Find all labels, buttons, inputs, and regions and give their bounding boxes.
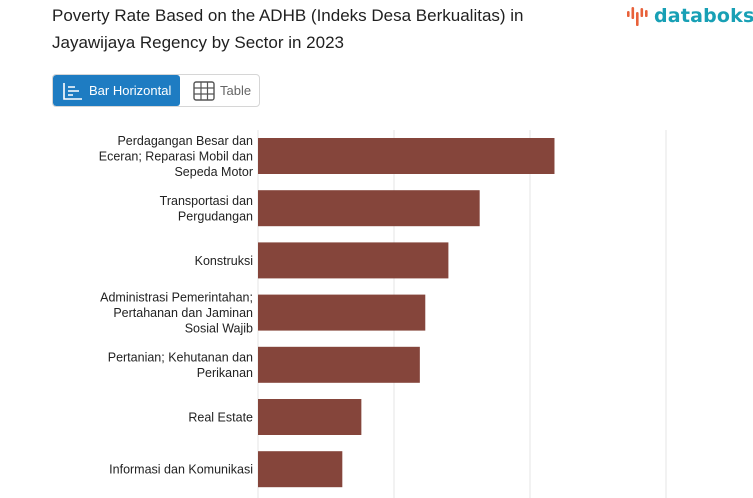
bar-3 xyxy=(258,242,449,279)
bar-chart-icon xyxy=(63,82,82,100)
databoks-logo-icon xyxy=(627,7,648,26)
category-label-6-line-1: Real Estate xyxy=(188,411,253,425)
category-label-2-line-1: Transportasi dan xyxy=(160,194,253,208)
category-label-5-line-1: Pertanian; Kehutanan dan xyxy=(108,351,253,365)
bar-2 xyxy=(258,190,480,227)
view-toggle: Bar Horizontal Table xyxy=(52,74,260,107)
table-icon xyxy=(193,80,215,101)
chart-title: Poverty Rate Based on the ADHB (Indeks D… xyxy=(52,6,524,52)
category-label-1-line-2: Eceran; Reparasi Mobil dan xyxy=(99,150,253,164)
bar-horizontal-button[interactable]: Bar Horizontal xyxy=(53,75,180,106)
table-button[interactable]: Table xyxy=(180,75,251,106)
bar-horizontal-label: Bar Horizontal xyxy=(89,83,172,98)
table-label: Table xyxy=(220,83,252,98)
category-label-4-line-3: Sosial Wajib xyxy=(185,322,253,336)
category-label-1-line-3: Sepeda Motor xyxy=(174,165,253,179)
category-label-1-line-1: Perdagangan Besar dan xyxy=(117,134,253,148)
category-label-4-line-1: Administrasi Pemerintahan; xyxy=(100,291,253,305)
bar-7 xyxy=(258,451,343,488)
bar-6 xyxy=(258,399,362,435)
category-label-7-line-1: Informasi dan Komunikasi xyxy=(109,463,253,477)
bar-1 xyxy=(258,138,555,174)
brand-name: databoks xyxy=(654,5,753,27)
category-label-2-line-2: Pergudangan xyxy=(178,210,253,224)
category-label-4-line-2: Pertahanan dan Jaminan xyxy=(113,306,253,320)
databoks-logo: databoks xyxy=(626,3,753,29)
category-label-5-line-2: Perikanan xyxy=(197,366,253,380)
bar-5 xyxy=(258,346,420,383)
category-label-3-line-1: Konstruksi xyxy=(195,254,253,268)
bar-4 xyxy=(258,294,426,331)
